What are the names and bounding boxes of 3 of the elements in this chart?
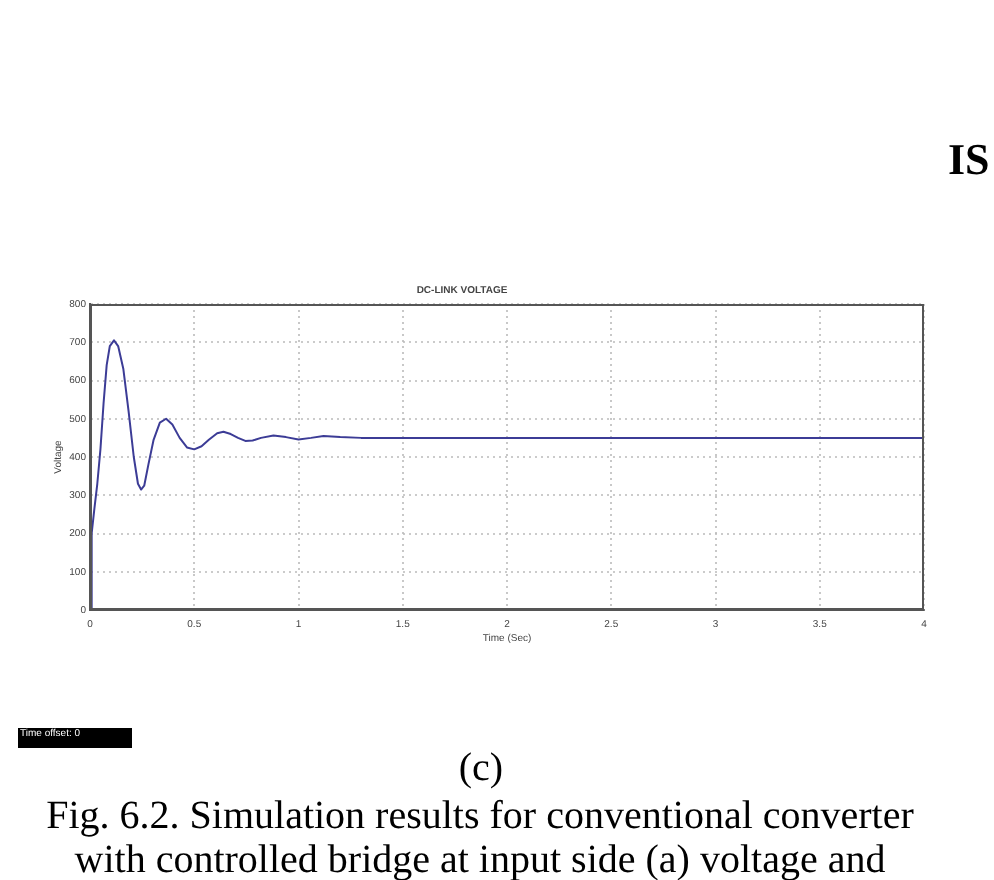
- text: (c): [456, 746, 506, 790]
- text: IS: [948, 134, 990, 184]
- caption: Fig. 6.2. Simulation results for conventional converter with controlled bridge at input side (a) voltage and: [44, 794, 916, 880]
